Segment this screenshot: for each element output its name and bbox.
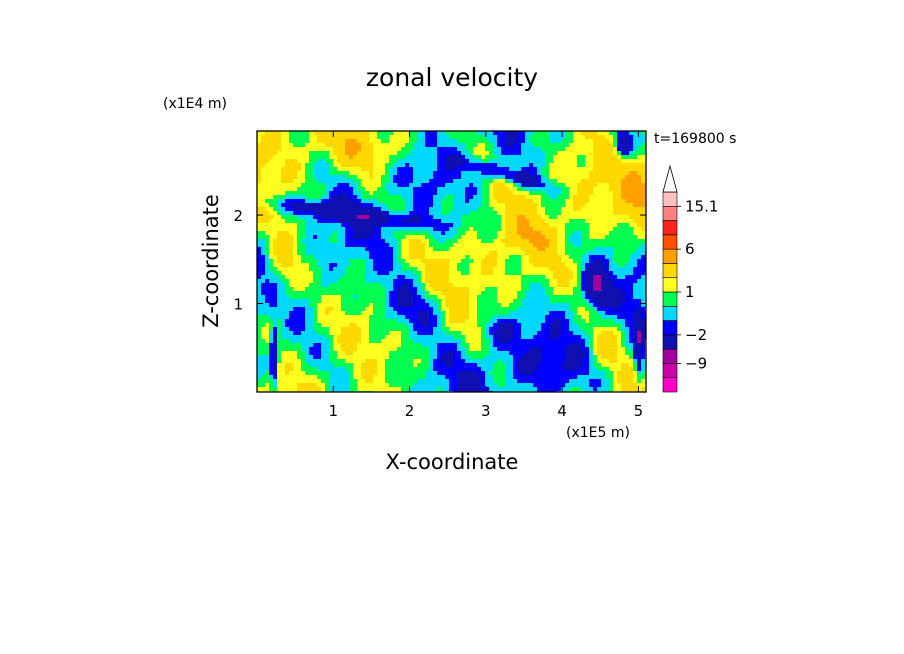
y-tick-label: 2 [233,207,243,225]
x-tick-label: 4 [557,402,567,420]
y-tick-label: 1 [233,296,243,314]
x-unit-label: (x1E5 m) [566,425,630,441]
colorbar-bin [662,348,678,364]
colorbar-extend-arrow [662,164,678,193]
colorbar-tick-label: −9 [685,354,707,372]
colorbar-bin [662,191,678,207]
colorbar-tick-label: 6 [685,240,695,258]
colorbar-bin [662,263,678,279]
colorbar-tick-label: 1 [685,283,695,301]
y-unit-label: (x1E4 m) [163,96,227,112]
colorbar-tick-label: −2 [685,326,707,344]
x-tick-label: 2 [405,402,415,420]
y-axis-title: Z-coordinate [199,194,223,328]
plot-frame [256,130,647,393]
colorbar-bin [662,363,678,379]
colorbar-bin [662,305,678,321]
colorbar-bin [662,277,678,293]
colorbar-bin [662,334,678,350]
colorbar-bin [662,220,678,236]
y-axis-ticks: 12 [233,207,646,314]
time-label: t=169800 s [654,131,736,147]
colorbar-bin [662,205,678,221]
contour-field [257,131,646,392]
x-axis-title: X-coordinate [386,450,519,474]
x-tick-label: 5 [634,402,644,420]
colorbar-bin [662,291,678,307]
colorbar-bin [662,377,678,393]
colorbar-bin [662,234,678,250]
colorbar-tick-label: 15.1 [685,197,718,215]
colorbar-bin [662,248,678,264]
colorbar: 15.1 6 1 −2 −9 [662,164,718,393]
x-axis-ticks: 1 2 3 4 5 [329,131,644,420]
x-tick-label: 3 [481,402,491,420]
chart-title: zonal velocity [366,63,538,92]
colorbar-bin [662,320,678,336]
x-tick-label: 1 [329,402,339,420]
